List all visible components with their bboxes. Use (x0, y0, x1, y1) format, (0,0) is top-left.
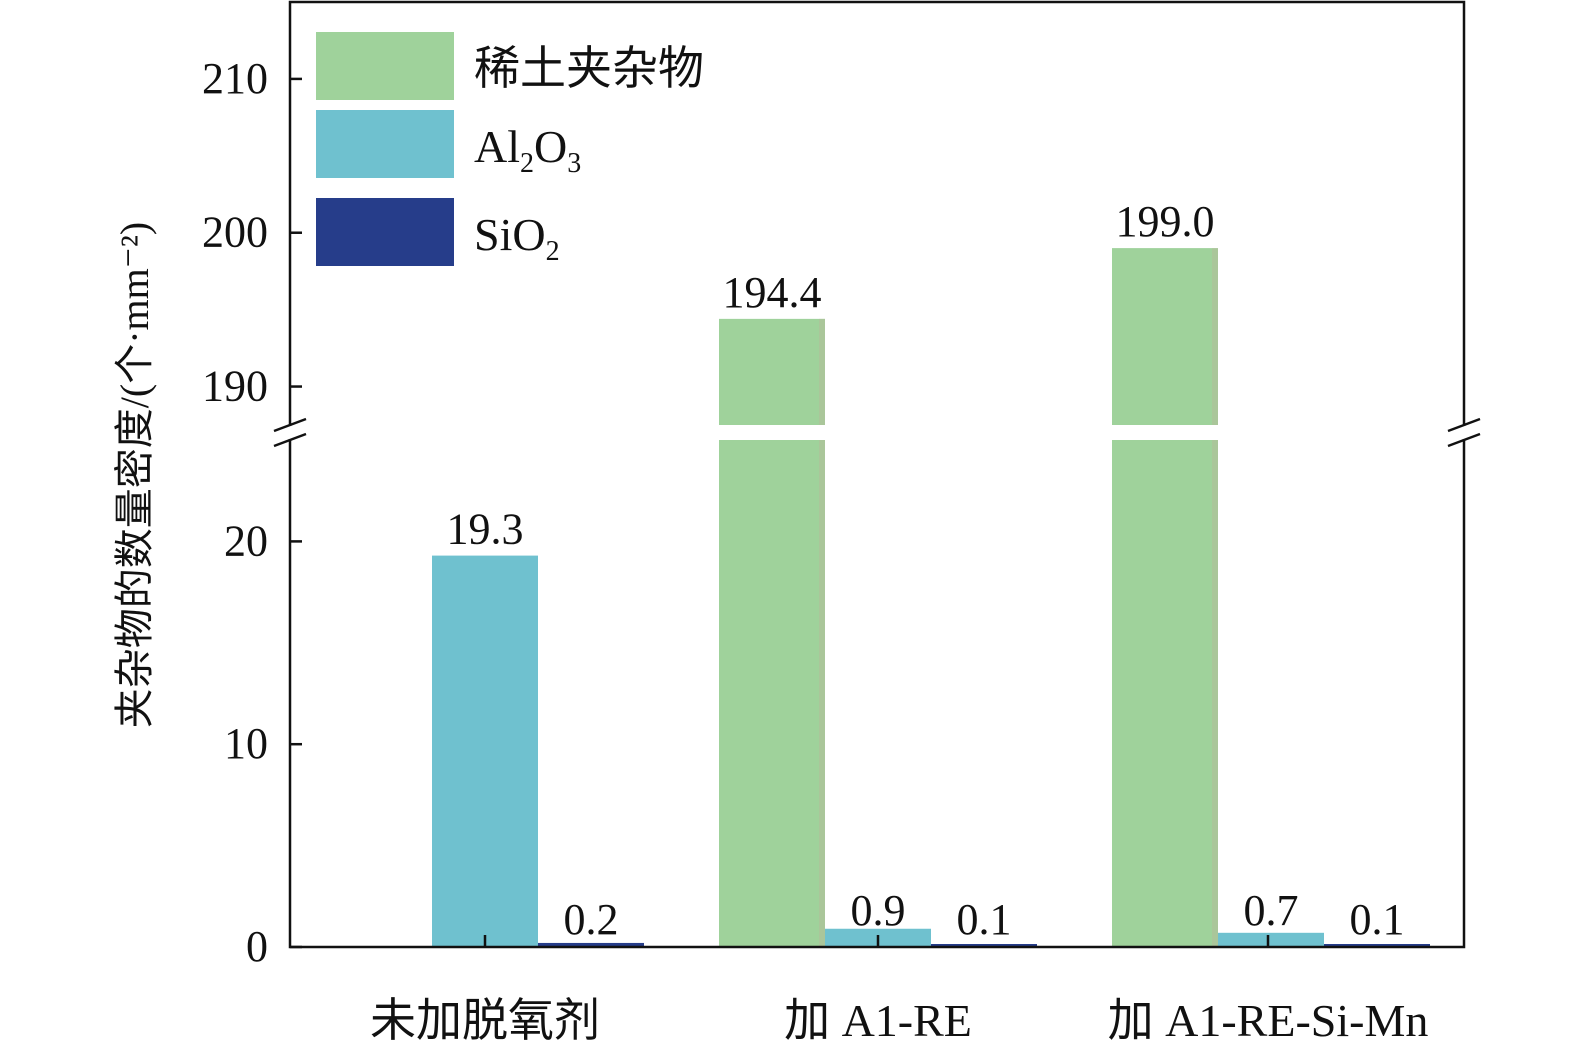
break-gap-right (1460, 426, 1468, 439)
y-tick-label: 20 (224, 516, 268, 565)
bar-lower-0-1 (719, 440, 825, 947)
legend-swatch (316, 32, 454, 100)
bar-2-1 (931, 944, 1037, 947)
data-label: 0.7 (1244, 886, 1299, 935)
data-label: 0.1 (957, 895, 1012, 944)
legend-label: Al2O3 (474, 121, 581, 179)
y-tick-label: 190 (202, 362, 268, 411)
axis-break-mark-left (273, 432, 307, 448)
bar-shade (1212, 440, 1218, 947)
y-axis-label: 夹杂物的数量密度/(个·mm⁻²) (112, 222, 157, 728)
axis-break-mark-right (1447, 432, 1481, 448)
data-label: 199.0 (1116, 197, 1215, 246)
data-label: 0.9 (851, 886, 906, 935)
legend-label: SiO2 (474, 209, 560, 267)
bar-2-0 (538, 942, 644, 947)
break-gap-left (286, 426, 294, 439)
bar-2-2 (1324, 944, 1430, 947)
axis-break-mark-right (1447, 417, 1481, 433)
bar-shade (1212, 248, 1218, 425)
legend: 稀土夹杂物 Al2O3 SiO2 (316, 32, 704, 267)
data-label: 19.3 (447, 505, 524, 554)
y-tick-label: 0 (246, 922, 268, 971)
data-label: 0.1 (1350, 895, 1405, 944)
y-tick-label: 210 (202, 54, 268, 103)
axes: 0 10 20 190 200 210 未加脱氧剂 加 A1-RE 加 A1-RE-Si-Mn (202, 0, 1481, 1046)
bar-shade (819, 318, 825, 425)
bar-upper-0-1 (719, 318, 825, 425)
bar-1-2 (1218, 932, 1324, 947)
x-tick-label: 加 A1-RE-Si-Mn (1108, 995, 1429, 1046)
x-tick-label: 加 A1-RE (784, 995, 972, 1046)
legend-label: 稀土夹杂物 (474, 43, 704, 94)
bar-upper-0-2 (1112, 248, 1218, 425)
legend-swatch (316, 110, 454, 178)
data-label: 0.2 (564, 895, 619, 944)
bar-1-0 (432, 555, 538, 947)
bar-lower-0-2 (1112, 440, 1218, 947)
y-tick-label: 10 (224, 719, 268, 768)
bar-shade (819, 440, 825, 947)
x-tick-label: 未加脱氧剂 (370, 995, 600, 1046)
axis-break-mark-left (273, 417, 307, 433)
data-label: 194.4 (723, 268, 822, 317)
legend-swatch (316, 198, 454, 266)
y-tick-label: 200 (202, 208, 268, 257)
